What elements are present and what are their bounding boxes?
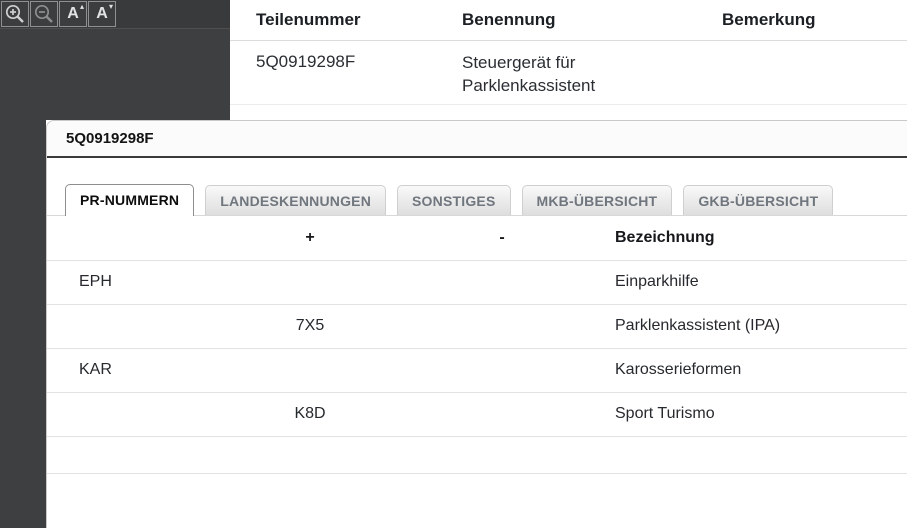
dialog-tabs: PR-NUMMERN LANDESKENNUNGEN SONSTIGES MKB…	[47, 184, 907, 216]
font-decrease-button[interactable]: A ▾	[88, 1, 116, 27]
pr-minus-code	[389, 348, 615, 393]
pr-minus-code	[389, 260, 615, 305]
pr-plus-code	[231, 260, 389, 305]
tab-mkb-uebersicht[interactable]: MKB-ÜBERSICHT	[521, 185, 673, 215]
tab-gkb-uebersicht[interactable]: GKB-ÜBERSICHT	[683, 185, 834, 215]
part-detail-dialog: 5Q0919298F PR-NUMMERN LANDESKENNUNGEN SO…	[46, 120, 907, 528]
pr-table-header-row: + - Bezeichnung	[47, 216, 907, 261]
zoom-toolbar: A ▴ A ▾	[0, 0, 230, 29]
parts-list: Teilenummer Benennung Bemerkung 5Q091929…	[230, 0, 907, 120]
caret-up-icon: ▴	[79, 2, 84, 11]
column-header-bezeichnung: Bezeichnung	[615, 216, 907, 261]
parts-list-row[interactable]: 5Q0919298F Steuergerät für Parklenkassis…	[230, 41, 907, 105]
pr-minus-code	[389, 392, 615, 437]
table-row: EPH Einparkhilfe	[47, 260, 907, 305]
part-remark	[722, 52, 907, 104]
tab-landeskennungen[interactable]: LANDESKENNUNGEN	[205, 185, 387, 215]
pr-family-code	[47, 392, 231, 437]
pr-plus-code: K8D	[231, 392, 389, 437]
zoom-in-icon	[4, 3, 26, 25]
table-row: 7X5 Parklenkassistent (IPA)	[47, 304, 907, 349]
pr-description: Karosserieformen	[615, 348, 907, 393]
pr-plus-code	[231, 348, 389, 393]
parts-list-header: Teilenummer Benennung Bemerkung	[230, 0, 907, 41]
column-header-minus: -	[389, 216, 615, 261]
column-header-teilenummer: Teilenummer	[256, 10, 361, 29]
pr-description: Einparkhilfe	[615, 260, 907, 305]
table-row-empty	[47, 436, 907, 474]
table-row: K8D Sport Turismo	[47, 392, 907, 437]
dark-background-left-strip	[0, 120, 46, 528]
column-header-plus: +	[231, 216, 389, 261]
part-description: Steuergerät für Parklenkassistent	[462, 53, 596, 95]
part-number: 5Q0919298F	[256, 52, 356, 71]
pr-minus-code	[389, 304, 615, 349]
pr-numbers-table: + - Bezeichnung EPH Einparkhilfe 7X5 Par…	[47, 216, 907, 474]
pr-family-code	[47, 304, 231, 349]
table-row: KAR Karosserieformen	[47, 348, 907, 393]
font-increase-icon: A	[67, 5, 79, 22]
column-header-benennung: Benennung	[462, 10, 556, 29]
zoom-out-button[interactable]	[30, 1, 58, 27]
pr-plus-code: 7X5	[231, 304, 389, 349]
dialog-title: 5Q0919298F	[47, 121, 907, 158]
zoom-in-button[interactable]	[1, 1, 29, 27]
font-increase-button[interactable]: A ▴	[59, 1, 87, 27]
column-header-blank	[47, 216, 231, 261]
pr-family-code: EPH	[47, 260, 231, 305]
pr-description: Sport Turismo	[615, 392, 907, 437]
caret-down-icon: ▾	[108, 2, 113, 11]
column-header-bemerkung: Bemerkung	[722, 10, 816, 29]
zoom-out-icon	[33, 3, 55, 25]
pr-family-code: KAR	[47, 348, 231, 393]
font-decrease-icon: A	[96, 5, 108, 22]
tab-sonstiges[interactable]: SONSTIGES	[397, 185, 511, 215]
tab-pr-nummern[interactable]: PR-NUMMERN	[65, 184, 195, 216]
pr-description: Parklenkassistent (IPA)	[615, 304, 907, 349]
